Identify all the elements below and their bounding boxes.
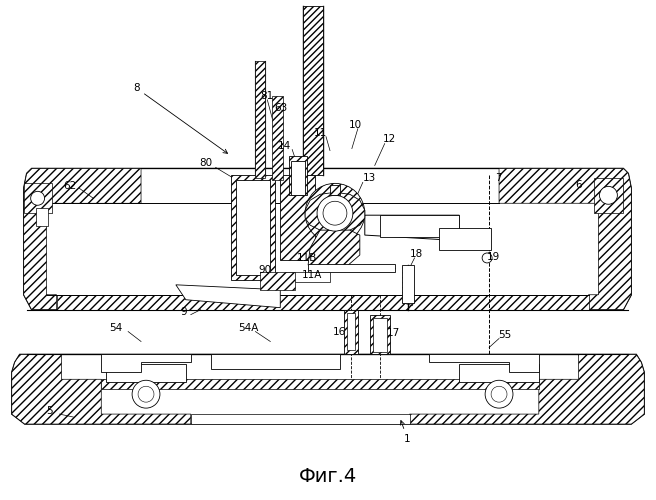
Text: 19: 19 bbox=[487, 252, 500, 262]
Circle shape bbox=[491, 386, 507, 402]
Text: 54A: 54A bbox=[238, 322, 258, 332]
Bar bbox=[401, 265, 413, 302]
Bar bbox=[291, 160, 305, 196]
Text: 5: 5 bbox=[46, 406, 53, 416]
Bar bbox=[260, 272, 295, 290]
Text: 10: 10 bbox=[349, 120, 362, 130]
Bar bbox=[230, 176, 276, 280]
Text: 18: 18 bbox=[410, 249, 423, 259]
Bar bbox=[289, 156, 307, 196]
Circle shape bbox=[323, 202, 347, 225]
Polygon shape bbox=[430, 354, 539, 372]
Polygon shape bbox=[330, 186, 340, 196]
Bar bbox=[280, 176, 315, 260]
Polygon shape bbox=[101, 380, 539, 389]
Polygon shape bbox=[365, 215, 459, 240]
Text: 7: 7 bbox=[495, 174, 501, 184]
Text: 6: 6 bbox=[575, 180, 582, 190]
Bar bbox=[459, 364, 539, 382]
Text: 62: 62 bbox=[63, 182, 76, 192]
Polygon shape bbox=[272, 96, 283, 180]
Text: 11A: 11A bbox=[302, 270, 322, 280]
Text: 63: 63 bbox=[275, 103, 288, 113]
Bar bbox=[373, 318, 386, 352]
Bar bbox=[106, 364, 186, 382]
Polygon shape bbox=[12, 354, 191, 424]
Polygon shape bbox=[303, 6, 323, 175]
Text: 12: 12 bbox=[383, 134, 396, 143]
Text: 11: 11 bbox=[314, 128, 327, 138]
Polygon shape bbox=[305, 192, 365, 232]
Bar bbox=[347, 312, 355, 350]
Text: 80: 80 bbox=[199, 158, 213, 168]
Circle shape bbox=[482, 253, 492, 263]
Text: 13: 13 bbox=[363, 174, 377, 184]
Polygon shape bbox=[56, 294, 588, 310]
Polygon shape bbox=[409, 354, 644, 424]
Text: 54: 54 bbox=[110, 322, 123, 332]
Text: 17: 17 bbox=[387, 328, 400, 338]
Polygon shape bbox=[24, 168, 631, 310]
Circle shape bbox=[138, 386, 154, 402]
Bar bbox=[370, 314, 390, 354]
Polygon shape bbox=[24, 168, 141, 310]
Polygon shape bbox=[285, 272, 330, 282]
Polygon shape bbox=[101, 354, 191, 372]
Bar bbox=[211, 354, 340, 370]
Circle shape bbox=[600, 186, 617, 204]
Text: 11B: 11B bbox=[297, 253, 318, 263]
Polygon shape bbox=[499, 168, 631, 310]
Circle shape bbox=[31, 192, 45, 205]
Bar bbox=[24, 184, 52, 213]
Polygon shape bbox=[308, 264, 395, 272]
Text: 1: 1 bbox=[400, 420, 411, 444]
Circle shape bbox=[317, 196, 353, 231]
Bar bbox=[35, 208, 48, 226]
Text: 14: 14 bbox=[277, 140, 291, 150]
Text: 55: 55 bbox=[499, 330, 512, 340]
Text: 9: 9 bbox=[180, 306, 187, 316]
Polygon shape bbox=[176, 285, 280, 308]
Text: 81: 81 bbox=[260, 91, 274, 101]
Polygon shape bbox=[191, 414, 409, 424]
Text: 16: 16 bbox=[333, 326, 346, 336]
Circle shape bbox=[485, 380, 513, 408]
Polygon shape bbox=[308, 230, 360, 270]
Polygon shape bbox=[12, 354, 644, 424]
Bar bbox=[344, 310, 358, 354]
Text: 8: 8 bbox=[133, 83, 228, 154]
Bar bbox=[440, 228, 491, 250]
Bar bbox=[380, 215, 459, 237]
Circle shape bbox=[305, 184, 365, 243]
Circle shape bbox=[132, 380, 160, 408]
Bar bbox=[236, 180, 270, 275]
Polygon shape bbox=[255, 61, 265, 178]
Text: 90: 90 bbox=[258, 265, 272, 275]
Text: Фиг.4: Фиг.4 bbox=[299, 467, 357, 486]
Bar bbox=[594, 178, 623, 213]
